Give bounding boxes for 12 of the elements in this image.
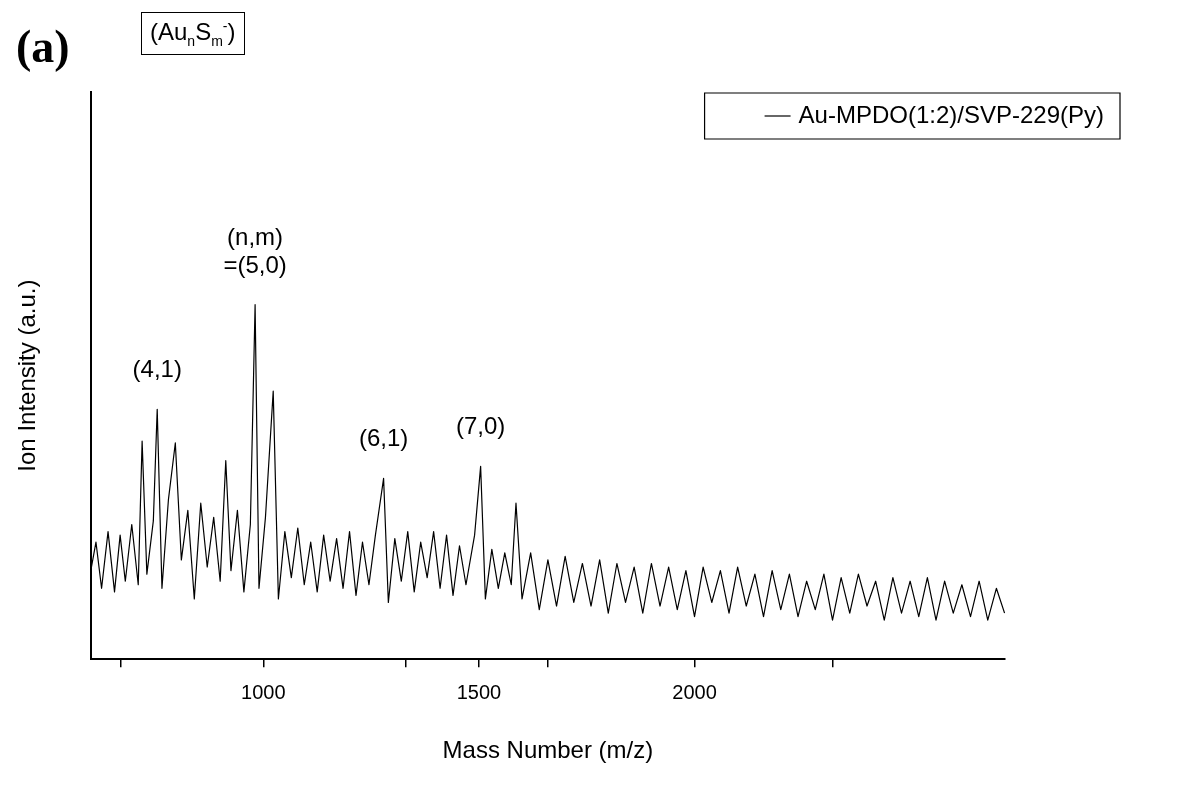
x-axis-title: Mass Number (m/z) [442, 736, 654, 764]
annotation: (6,1) [358, 424, 409, 452]
x-tick-label: 1000 [241, 680, 286, 703]
chart-subtitle: (Au$_{n}$S$_{m}$$^{-}$) [141, 12, 245, 55]
annotation: (n,m) =(5,0) [223, 222, 287, 278]
legend-label: Au-MPDO(1:2)/SVP-229(Py) [798, 100, 1104, 128]
y-axis-title: Ion Intensity (a.u.) [13, 279, 41, 472]
annotation: (4,1) [132, 355, 182, 383]
x-tick-label: 1500 [456, 680, 502, 703]
x-tick-label: 2000 [672, 680, 717, 703]
annotation: (7,0) [455, 412, 506, 440]
chart-title: (a) [16, 20, 70, 73]
